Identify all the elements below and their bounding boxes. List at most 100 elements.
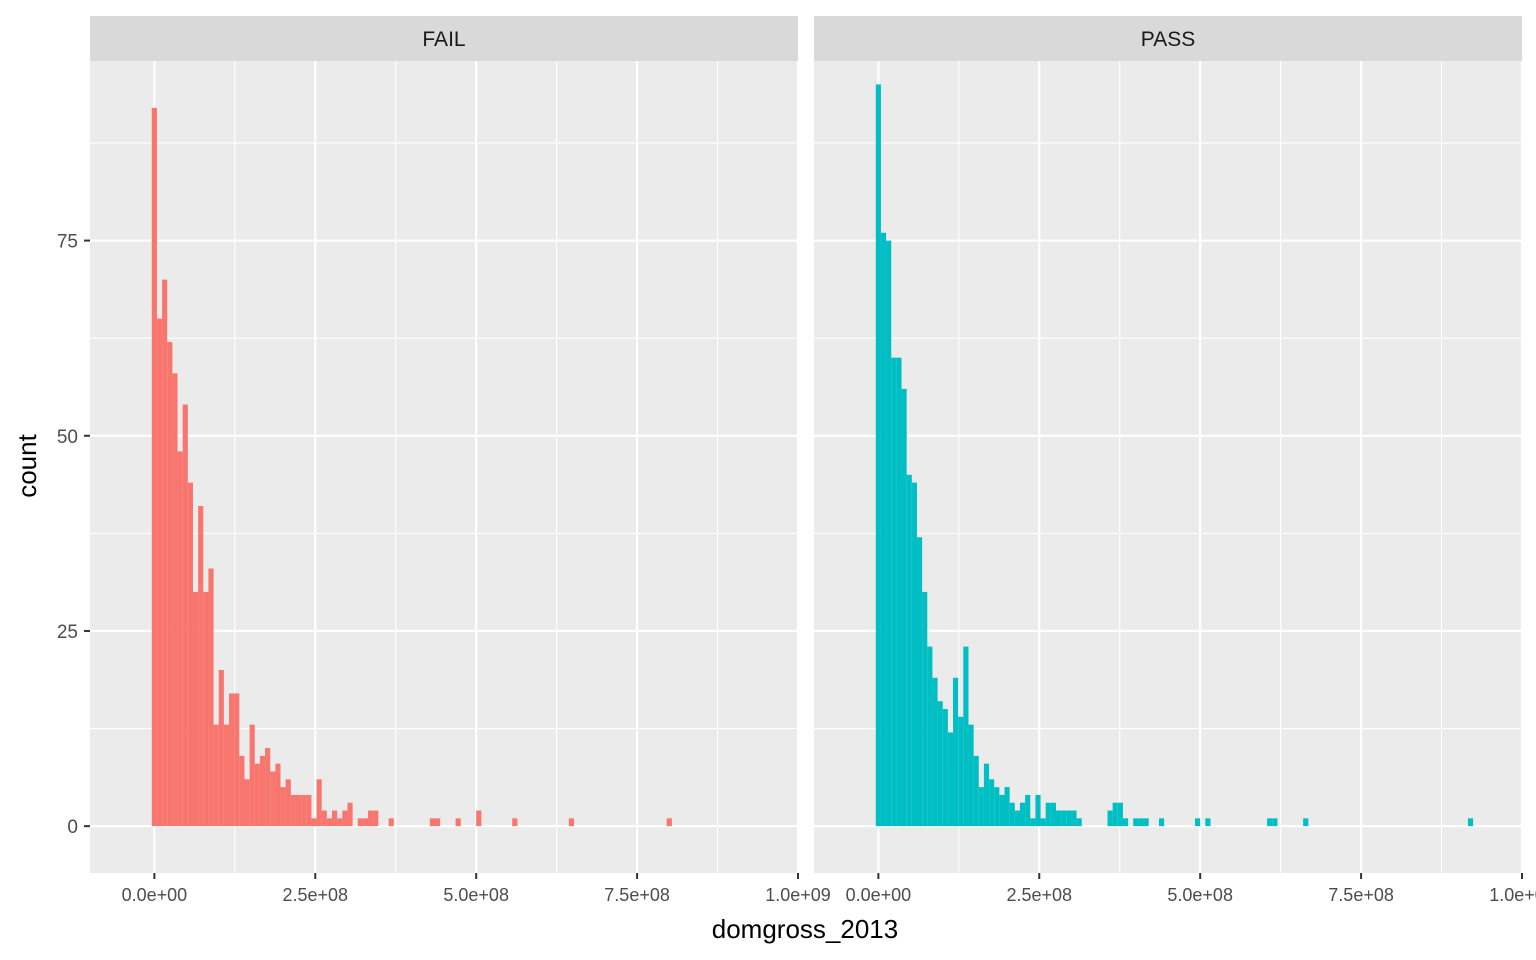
y-tick-label: 75	[57, 232, 78, 253]
histogram-bar	[311, 818, 317, 827]
histogram-bar	[963, 646, 969, 827]
facet-strip-label-fail: FAIL	[422, 28, 465, 51]
histogram-bar	[875, 84, 881, 827]
histogram-bar	[203, 591, 209, 827]
histogram-bar	[342, 810, 348, 827]
histogram-bar	[229, 693, 235, 827]
histogram-bar	[958, 716, 964, 827]
facet-panel-pass: PASS 0.0e+00 2.5e+08 5.0e+08 7.5e+08 1.0e+09	[814, 16, 1536, 905]
histogram-bar	[337, 818, 343, 827]
histogram-bar	[1195, 818, 1201, 827]
x-tick-label: 0.0e+00	[122, 885, 188, 905]
histogram-bar	[999, 794, 1005, 827]
histogram-bar	[388, 818, 394, 827]
histogram-bar	[285, 779, 291, 827]
histogram-bar	[1030, 818, 1036, 827]
histogram-bar	[1205, 818, 1211, 827]
histogram-bar	[434, 818, 441, 827]
histogram-bar	[1143, 818, 1149, 827]
facet-strip-pass	[814, 16, 1522, 61]
histogram-bar	[1107, 810, 1113, 827]
y-tick-label: 50	[57, 427, 78, 448]
histogram-bar	[362, 818, 369, 827]
x-tick-label: 2.5e+08	[282, 885, 348, 905]
x-tick-label: 5.0e+08	[1167, 885, 1233, 905]
histogram-bar	[947, 732, 954, 827]
histogram-bar	[891, 357, 897, 827]
histogram-bar	[1040, 818, 1046, 827]
histogram-bar	[1071, 810, 1077, 827]
histogram-bar	[290, 794, 296, 827]
histogram-bar	[886, 240, 892, 827]
histogram-bar	[265, 748, 271, 827]
histogram-bar	[901, 388, 907, 827]
histogram-bar	[213, 724, 219, 827]
histogram-bar	[968, 724, 974, 827]
histogram-bar	[172, 373, 178, 827]
histogram-bar	[1025, 794, 1031, 827]
histogram-bar	[1112, 802, 1118, 827]
histogram-bar	[326, 818, 333, 827]
x-tick-label: 2.5e+08	[1006, 885, 1072, 905]
histogram-bar	[906, 474, 912, 827]
histogram-bar	[1019, 802, 1026, 827]
histogram-bar	[1138, 818, 1144, 827]
histogram-bar	[953, 677, 959, 827]
histogram-bar	[1056, 810, 1062, 827]
histogram-bar	[568, 818, 575, 827]
histogram-bar	[973, 755, 979, 827]
x-tick-label: 0.0e+00	[846, 885, 912, 905]
facet-strip-label-pass: PASS	[1141, 28, 1195, 51]
histogram-bar	[301, 794, 307, 827]
histogram-bar	[208, 568, 214, 827]
histogram-bar	[978, 787, 984, 827]
x-tick-label: 7.5e+08	[604, 885, 670, 905]
histogram-bar	[249, 724, 255, 827]
facet-panel-fail: FAIL 0.0e+00 2.5e+08 5.0e+08 7.5e+08 1.0e+09 0…	[57, 16, 831, 905]
histogram-bar	[254, 763, 260, 827]
histogram-bar	[1014, 810, 1020, 827]
histogram-bar	[187, 482, 193, 827]
histogram-bar	[896, 357, 902, 827]
facet-strip-fail	[90, 16, 798, 61]
histogram-bar	[429, 818, 435, 827]
histogram-bar	[927, 646, 933, 827]
histogram-bar	[916, 537, 923, 827]
histogram-bar	[321, 810, 327, 827]
histogram-bar	[162, 279, 168, 827]
histogram-bar	[373, 810, 379, 827]
histogram-bar	[234, 693, 240, 827]
histogram-bar	[177, 451, 183, 827]
x-tick-label: 5.0e+08	[443, 885, 509, 905]
histogram-bar	[198, 506, 204, 827]
histogram-bar	[306, 794, 312, 827]
histogram-bar	[368, 810, 374, 827]
histogram-bar	[275, 763, 281, 827]
histogram-bar	[1050, 802, 1057, 827]
histogram-bar	[295, 794, 302, 827]
histogram-bar	[1045, 802, 1051, 827]
histogram-bar	[357, 818, 363, 827]
histogram-bar	[156, 318, 163, 827]
histogram-bar	[1066, 810, 1072, 827]
histogram-bar	[911, 482, 917, 827]
histogram-bar	[937, 701, 943, 827]
histogram-bar	[151, 107, 157, 827]
histogram-bar	[1267, 818, 1273, 827]
histogram-bar	[1076, 818, 1082, 827]
histogram-bar	[1272, 818, 1278, 827]
histogram-bar	[167, 342, 173, 827]
histogram-bar	[1009, 802, 1015, 827]
x-axis-title: domgross_2013	[712, 914, 898, 944]
y-tick-label: 0	[67, 817, 78, 838]
histogram-bar	[455, 818, 461, 827]
x-tick-label: 1.0e+09	[765, 885, 831, 905]
histogram-bar	[932, 677, 938, 827]
histogram-bar	[1467, 818, 1474, 827]
x-tick-label: 1.0e+09	[1489, 885, 1536, 905]
histogram-bar	[1303, 818, 1309, 827]
histogram-bar	[192, 591, 199, 827]
histogram-bar	[1035, 794, 1041, 827]
y-axis-title: count	[12, 433, 42, 497]
histogram-bar	[983, 763, 990, 827]
